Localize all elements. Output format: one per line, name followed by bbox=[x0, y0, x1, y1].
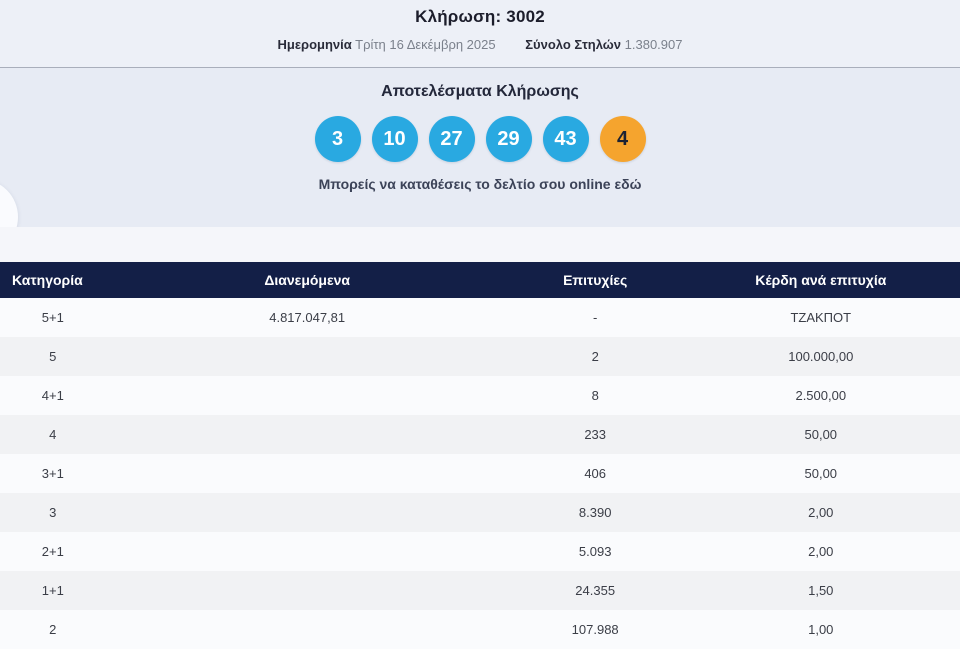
section-divider-band bbox=[0, 227, 960, 262]
column-header-prize-per-win: Κέρδη ανά επιτυχία bbox=[755, 272, 887, 288]
joker-number-ball: 4 bbox=[599, 116, 646, 162]
cell-category: 4 bbox=[49, 427, 57, 442]
table-row: 2 107.988 1,00 bbox=[0, 610, 960, 649]
table-row: 3 8.390 2,00 bbox=[0, 493, 960, 532]
deposit-online-link[interactable]: Μπορείς να καταθέσεις το δελτίο σου onli… bbox=[318, 176, 642, 192]
table-row: 5+1 4.817.047,81 - ΤΖΑΚΠΟΤ bbox=[0, 298, 960, 337]
cell-category: 3+1 bbox=[41, 466, 64, 481]
column-header-category: Κατηγορία bbox=[12, 272, 83, 288]
table-row: 5 2 100.000,00 bbox=[0, 337, 960, 376]
cell-prize: 2,00 bbox=[808, 544, 834, 559]
winning-number-ball: 29 bbox=[485, 116, 532, 162]
cell-category: 2+1 bbox=[41, 544, 64, 559]
table-row: 2+1 5.093 2,00 bbox=[0, 532, 960, 571]
prize-table-body: 5+1 4.817.047,81 - ΤΖΑΚΠΟΤ 5 2 100.000,00 4+1 8 2… bbox=[0, 298, 960, 649]
draw-title: Κλήρωση: 3002 bbox=[415, 7, 545, 26]
date-label: Ημερομηνία bbox=[277, 37, 352, 52]
cell-prize: 50,00 bbox=[804, 466, 838, 481]
cell-winners: 107.988 bbox=[571, 622, 619, 637]
cell-prize: 1,00 bbox=[808, 622, 834, 637]
winning-number-ball: 10 bbox=[371, 116, 418, 162]
cell-prize: 2,00 bbox=[808, 505, 834, 520]
table-row: 3+1 406 50,00 bbox=[0, 454, 960, 493]
draw-results-section: Αποτελέσματα Κλήρωσης 3 10 27 29 43 4 Μπορείς… bbox=[0, 68, 960, 227]
winning-number-ball: 3 bbox=[314, 116, 361, 162]
cell-prize: 1,50 bbox=[808, 583, 834, 598]
cell-winners: 406 bbox=[584, 466, 607, 481]
cell-category: 5+1 bbox=[41, 310, 64, 325]
cell-winners: 8 bbox=[591, 388, 599, 403]
cell-distributed: 4.817.047,81 bbox=[269, 310, 346, 325]
total-columns-label: Σύνολο Στηλών bbox=[525, 37, 622, 52]
winning-number-ball: 27 bbox=[428, 116, 475, 162]
prize-table: Κατηγορία Διανεμόμενα Επιτυχίες Κέρδη ανά ε… bbox=[0, 262, 960, 649]
cell-prize: 100.000,00 bbox=[788, 349, 854, 364]
cell-winners: 24.355 bbox=[575, 583, 616, 598]
cell-prize: ΤΖΑΚΠΟΤ bbox=[790, 310, 852, 325]
column-header-winners: Επιτυχίες bbox=[563, 272, 628, 288]
draw-meta: Ημερομηνία Τρίτη 16 Δεκέμβρη 2025 Σύνολο… bbox=[0, 37, 960, 52]
cell-winners: 8.390 bbox=[578, 505, 612, 520]
table-row: 4+1 8 2.500,00 bbox=[0, 376, 960, 415]
cell-category: 3 bbox=[49, 505, 57, 520]
winning-numbers: 3 10 27 29 43 4 bbox=[0, 116, 960, 162]
cell-winners: 233 bbox=[584, 427, 607, 442]
column-header-distributed: Διανεμόμενα bbox=[264, 272, 351, 288]
cell-winners: 5.093 bbox=[578, 544, 612, 559]
table-row: 4 233 50,00 bbox=[0, 415, 960, 454]
results-heading: Αποτελέσματα Κλήρωσης bbox=[381, 83, 579, 100]
cell-winners: - bbox=[593, 310, 598, 325]
cell-prize: 2.500,00 bbox=[795, 388, 847, 403]
prev-draw-arrow-button[interactable] bbox=[0, 179, 18, 227]
winning-number-ball: 43 bbox=[542, 116, 589, 162]
cell-category: 4+1 bbox=[41, 388, 64, 403]
cell-winners: 2 bbox=[591, 349, 599, 364]
draw-header: Κλήρωση: 3002 Ημερομηνία Τρίτη 16 Δεκέμβ… bbox=[0, 0, 960, 68]
table-row: 1+1 24.355 1,50 bbox=[0, 571, 960, 610]
total-columns-value: 1.380.907 bbox=[624, 37, 683, 52]
cell-category: 1+1 bbox=[41, 583, 64, 598]
cell-category: 5 bbox=[49, 349, 57, 364]
cell-category: 2 bbox=[49, 622, 57, 637]
cell-prize: 50,00 bbox=[804, 427, 838, 442]
prize-table-header-row: Κατηγορία Διανεμόμενα Επιτυχίες Κέρδη ανά ε… bbox=[0, 262, 960, 298]
date-value: Τρίτη 16 Δεκέμβρη 2025 bbox=[355, 37, 496, 52]
